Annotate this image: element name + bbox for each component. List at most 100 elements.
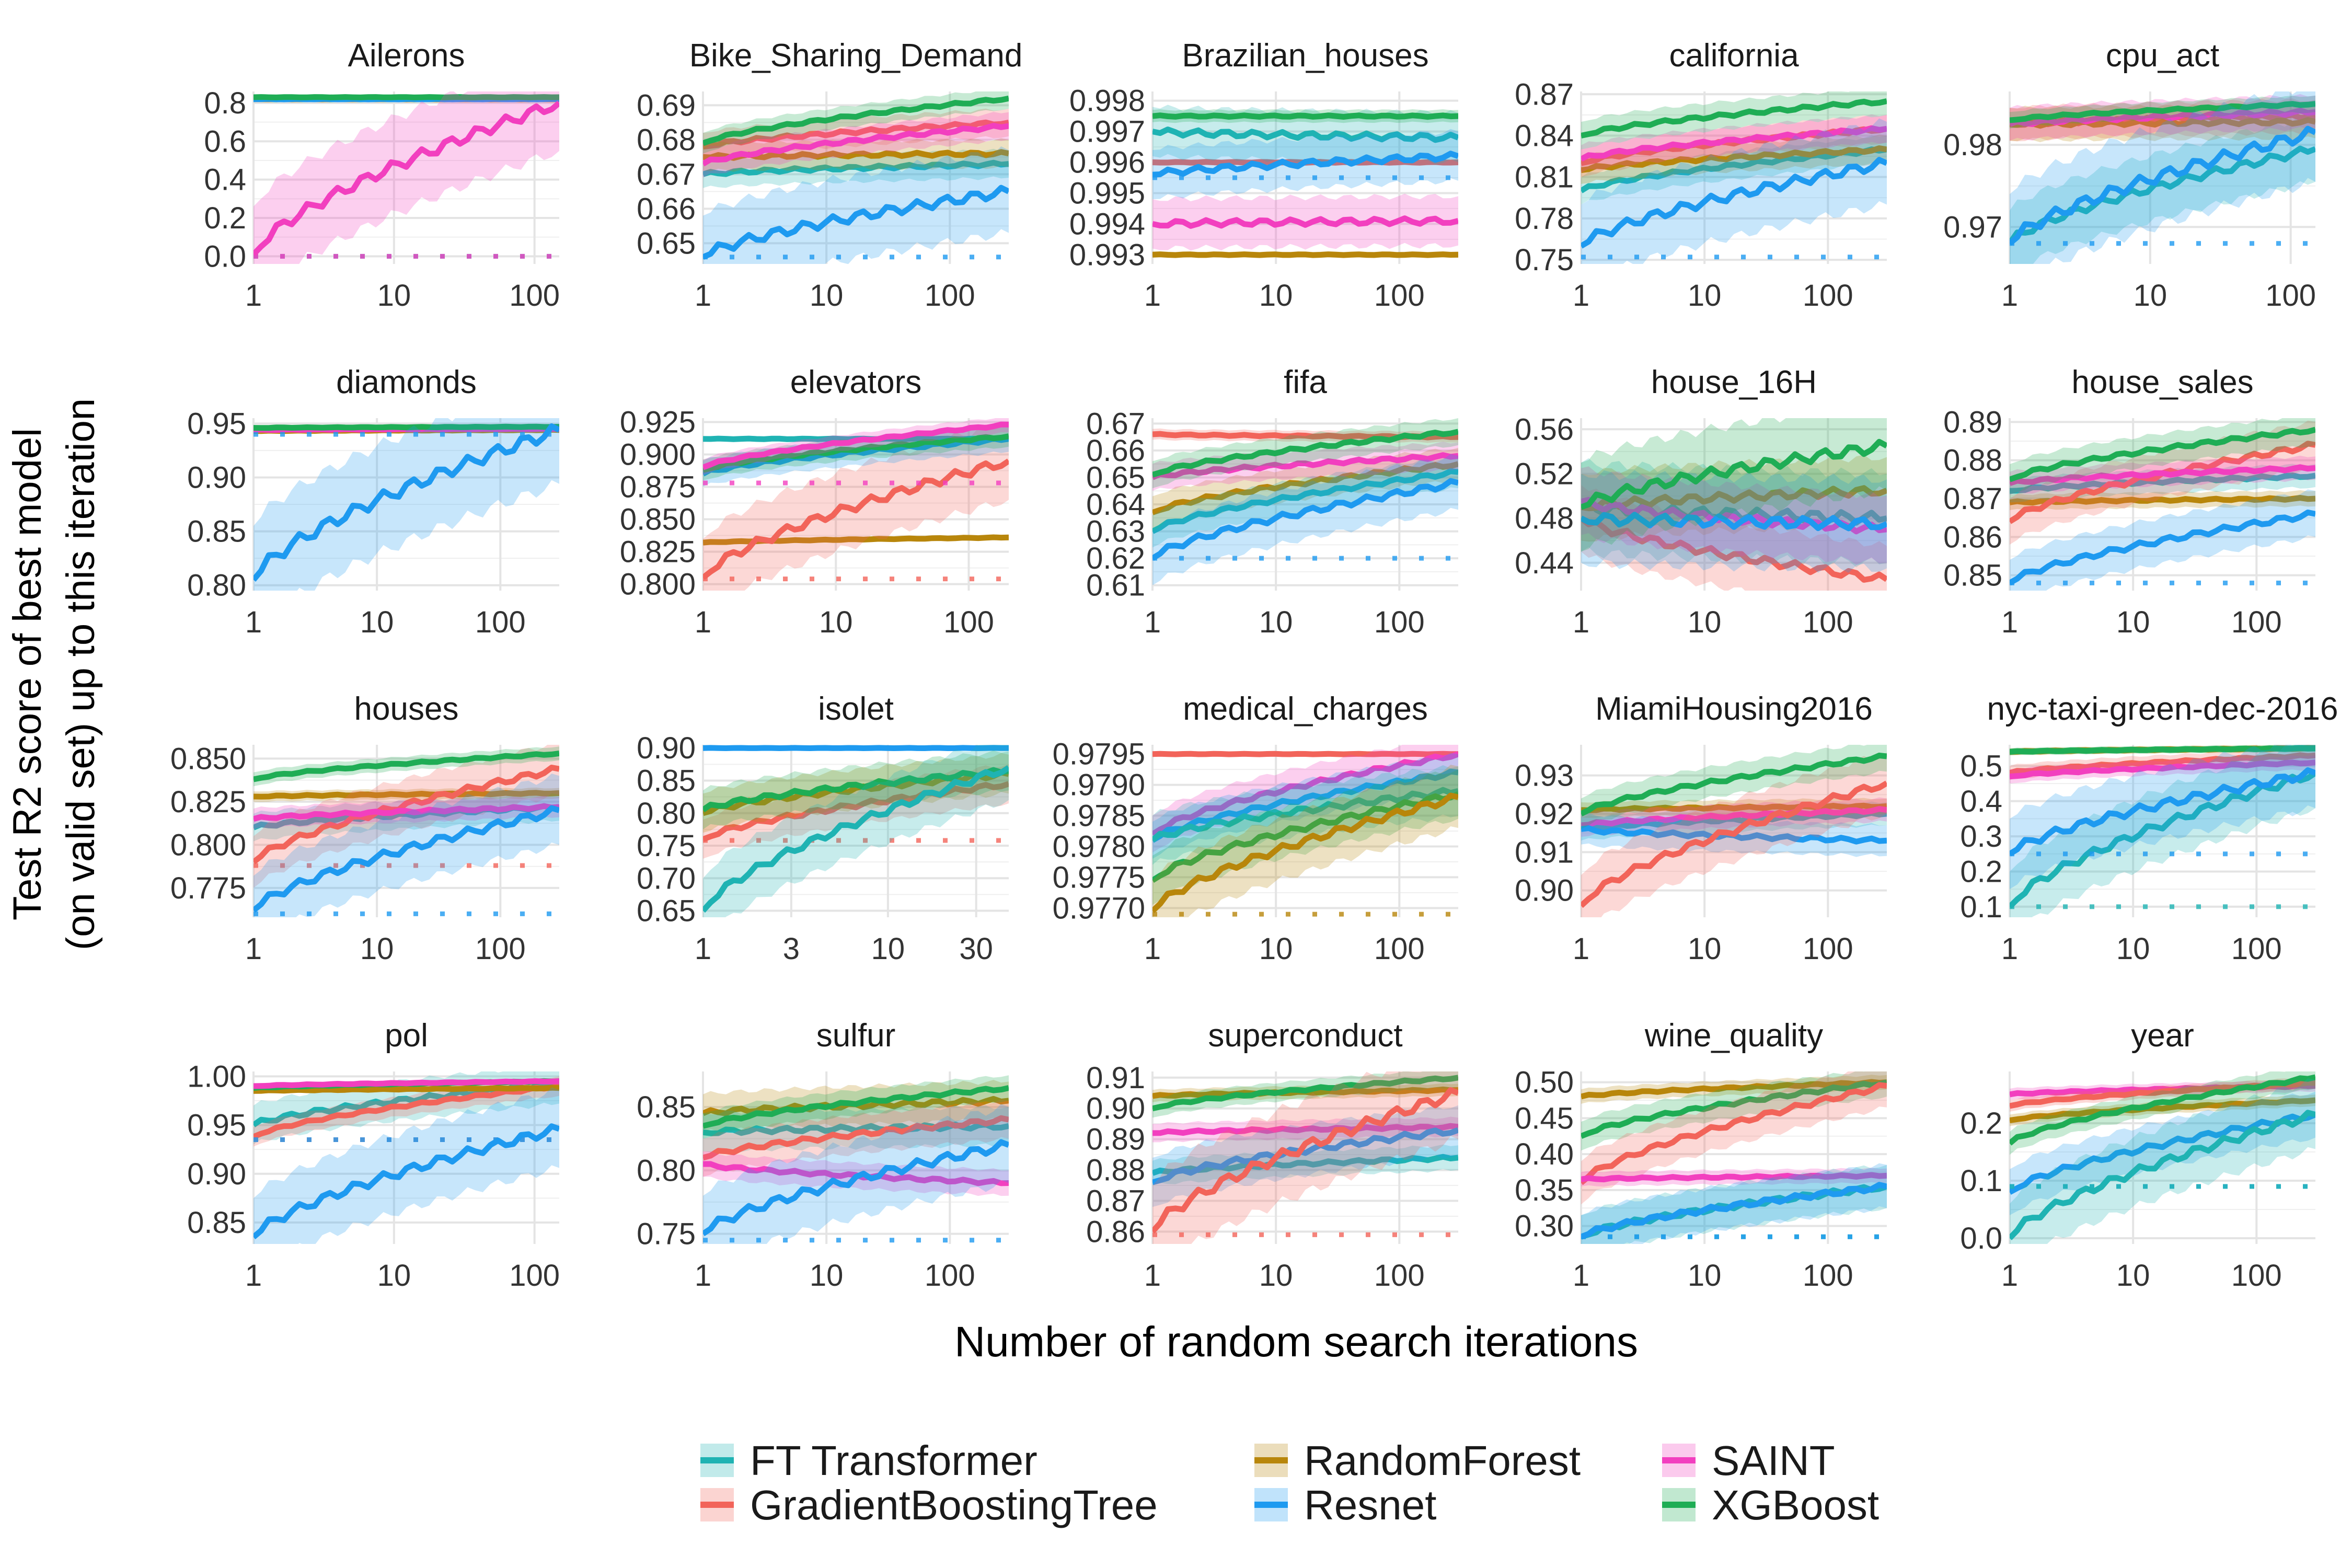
y-tick-label: 0.65 <box>637 226 696 260</box>
x-tick-label: 10 <box>810 279 844 313</box>
x-tick-label: 3 <box>783 932 800 966</box>
y-tick-label: 0.80 <box>637 1154 696 1187</box>
panel-series-group <box>2010 1066 2315 1273</box>
y-tick-label: 0.800 <box>620 568 696 602</box>
x-tick-label: 100 <box>2231 1259 2282 1293</box>
x-tick-label: 10 <box>1259 1259 1293 1293</box>
panel-title: cpu_act <box>2106 38 2219 74</box>
y-tick-label: 0.5 <box>1960 749 2002 783</box>
legend-label: FT Transformer <box>750 1437 1037 1484</box>
panel-series-group <box>1581 1064 1887 1259</box>
panel-title: pol <box>385 1018 428 1054</box>
y-tick-label: 1.00 <box>187 1059 246 1093</box>
y-tick-label: 0.9785 <box>1053 799 1145 833</box>
panel-series-group <box>1152 1044 1458 1278</box>
panel-house-16h: house_16H0.440.480.520.561 10 100 <box>1515 364 1887 639</box>
y-tick-label: 0.66 <box>637 192 696 226</box>
y-axis-label-line1: Test R2 score of best model <box>5 428 50 920</box>
x-tick-label: 100 <box>1803 932 1853 966</box>
y-tick-label: 0.90 <box>187 1157 246 1191</box>
panel-series-group <box>703 1075 1009 1272</box>
y-tick-label: 0.84 <box>1515 119 1574 153</box>
panel-title: medical_charges <box>1183 691 1428 727</box>
y-tick-label: 0.87 <box>1943 482 2002 516</box>
y-tick-label: 0.93 <box>1515 759 1574 793</box>
y-tick-label: 0.85 <box>187 1206 246 1240</box>
y-tick-label: 0.68 <box>637 123 696 157</box>
y-tick-label: 0.900 <box>620 437 696 471</box>
panel-elevators: elevators0.8000.8250.8500.8750.9000.9251… <box>620 364 1009 639</box>
y-tick-label: 0.30 <box>1515 1209 1574 1243</box>
x-tick-label: 1 <box>245 932 262 966</box>
x-tick-label: 10 <box>1259 279 1293 313</box>
y-tick-label: 0.3 <box>1960 820 2002 854</box>
panel-series-group <box>703 735 1009 943</box>
legend-label: XGBoost <box>1712 1482 1879 1528</box>
y-tick-label: 0.89 <box>1943 405 2002 439</box>
y-tick-label: 0.850 <box>170 742 246 776</box>
y-tick-label: 0.85 <box>1943 559 2002 593</box>
x-tick-label: 1 <box>245 605 262 639</box>
panel-title: house_16H <box>1651 364 1817 400</box>
y-tick-label: 0.98 <box>1943 128 2002 162</box>
panel-house-sales: house_sales 0.85 0.86 0.87 0.88 0.89 1 10 100 <box>1943 364 2315 639</box>
y-tick-label: 0.998 <box>1069 84 1145 118</box>
x-tick-label: 100 <box>1803 605 1853 639</box>
x-tick-label: 1 <box>1573 279 1589 313</box>
y-tick-label: 0.925 <box>620 405 696 439</box>
panel-superconduct: superconduct0.860.870.880.890.900.911 10 1… <box>1086 1018 1458 1293</box>
y-tick-label: 0.850 <box>620 503 696 537</box>
x-tick-label: 30 <box>959 932 993 966</box>
y-tick-label: 0.9790 <box>1053 768 1145 802</box>
legend-label: GradientBoostingTree <box>750 1482 1158 1528</box>
y-tick-label: 0.775 <box>170 871 246 905</box>
panel-year: year 0.0 0.1 0.2 1 10 100 <box>1960 1018 2315 1293</box>
y-tick-label: 0.85 <box>637 764 696 798</box>
panel-title: house_sales <box>2071 364 2253 400</box>
panel-series-group <box>253 742 559 945</box>
y-tick-label: 0.0 <box>204 239 246 273</box>
y-tick-label: 0.825 <box>170 785 246 819</box>
y-tick-label: 0.85 <box>637 1090 696 1124</box>
x-tick-label: 100 <box>1374 932 1425 966</box>
x-tick-label: 10 <box>819 605 853 639</box>
x-tick-label: 10 <box>377 1259 411 1293</box>
x-tick-label: 1 <box>1144 1259 1161 1293</box>
x-tick-label: 10 <box>810 1259 844 1293</box>
x-tick-label: 1 <box>695 279 711 313</box>
panel-bike-sharing-demand: Bike_Sharing_Demand 0.650.660.670.680.69 1… <box>637 38 1022 313</box>
panel-title: MiamiHousing2016 <box>1595 691 1873 727</box>
x-tick-label: 10 <box>1688 932 1722 966</box>
y-tick-label: 0.800 <box>170 828 246 862</box>
y-tick-label: 0.1 <box>1960 890 2002 924</box>
y-tick-label: 0.995 <box>1069 176 1145 210</box>
panel-series-group <box>1152 418 1458 585</box>
x-tick-label: 10 <box>377 279 411 313</box>
x-tick-label: 1 <box>1573 1259 1589 1293</box>
y-tick-label: 0.90 <box>1515 874 1574 908</box>
x-tick-label: 100 <box>1803 279 1853 313</box>
panel-cpu-act: cpu_act0.970.981 10 100 <box>1943 38 2316 313</box>
y-tick-label: 0.994 <box>1069 207 1145 241</box>
panel-title: fifa <box>1284 364 1327 400</box>
panel-houses: houses0.7750.8000.8250.8501 10 100 <box>170 691 559 966</box>
panel-brazilian-houses: Brazilian_houses0.9930.9940.9950.9960.99… <box>1069 38 1458 313</box>
x-tick-label: 10 <box>1259 932 1293 966</box>
y-tick-label: 0.69 <box>637 88 696 122</box>
legend-item-resnet: Resnet <box>1254 1482 1436 1528</box>
y-tick-label: 0.4 <box>204 163 246 197</box>
x-tick-label: 100 <box>2231 605 2282 639</box>
y-tick-label: 0.9795 <box>1053 737 1145 771</box>
y-tick-label: 0.825 <box>620 535 696 569</box>
x-tick-label: 100 <box>509 279 560 313</box>
x-tick-label: 1 <box>2001 932 2018 966</box>
y-tick-label: 0.9775 <box>1053 860 1145 894</box>
x-tick-label: 100 <box>2265 279 2316 313</box>
y-tick-label: 0.88 <box>1086 1154 1145 1187</box>
legend-label: Resnet <box>1304 1482 1436 1528</box>
panel-series-group <box>253 372 559 633</box>
y-tick-label: 0.95 <box>187 1109 246 1143</box>
y-tick-label: 0.993 <box>1069 238 1145 272</box>
x-axis-label: Number of random search iterations <box>954 1318 1638 1366</box>
panel-nyc-taxi-green-dec-2016: nyc-taxi-green-dec-20160.10.20.30.40.51 1… <box>1960 691 2338 966</box>
